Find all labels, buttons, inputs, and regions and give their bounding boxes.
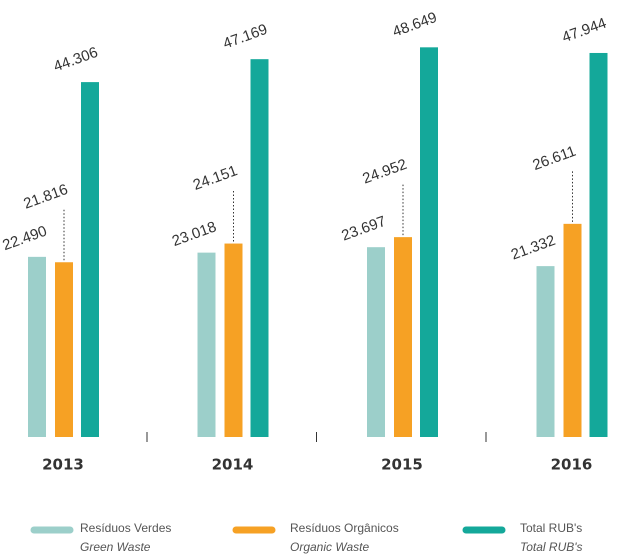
legend-label: Total RUB's (520, 521, 582, 535)
bar (589, 52, 608, 437)
value-label: 23.018 (170, 218, 219, 250)
value-label: 23.697 (339, 213, 388, 245)
x-tick-label: 2015 (381, 456, 423, 474)
legend-label-en: Organic Waste (290, 540, 369, 554)
legend-label: Resíduos Orgânicos (290, 521, 399, 535)
value-label: 47.169 (221, 21, 270, 53)
value-label: 21.332 (509, 232, 558, 264)
bar (224, 243, 243, 437)
bar (394, 237, 412, 437)
bar (250, 59, 269, 438)
bar (420, 47, 438, 438)
legend-label-en: Total RUB's (520, 540, 583, 554)
bar (81, 82, 99, 437)
legend-label: Resíduos Verdes (80, 521, 171, 535)
value-label: 24.151 (191, 162, 240, 194)
bar (536, 266, 555, 437)
x-tick-label: 2013 (42, 456, 84, 474)
bar (28, 256, 46, 437)
x-tick-label: 2016 (551, 456, 593, 474)
bar (563, 223, 582, 437)
value-label: 22.490 (0, 223, 49, 255)
bar (55, 262, 73, 437)
x-tick-label: 2014 (212, 456, 254, 474)
bar (197, 252, 216, 437)
value-label: 26.611 (530, 143, 578, 174)
value-label: 47.944 (560, 15, 609, 47)
legend-label-en: Green Waste (80, 540, 151, 554)
value-label: 24.952 (360, 156, 409, 188)
value-label: 44.306 (51, 44, 100, 76)
value-label: 48.649 (390, 9, 439, 41)
value-label: 21.816 (21, 181, 70, 213)
bar (367, 247, 385, 437)
